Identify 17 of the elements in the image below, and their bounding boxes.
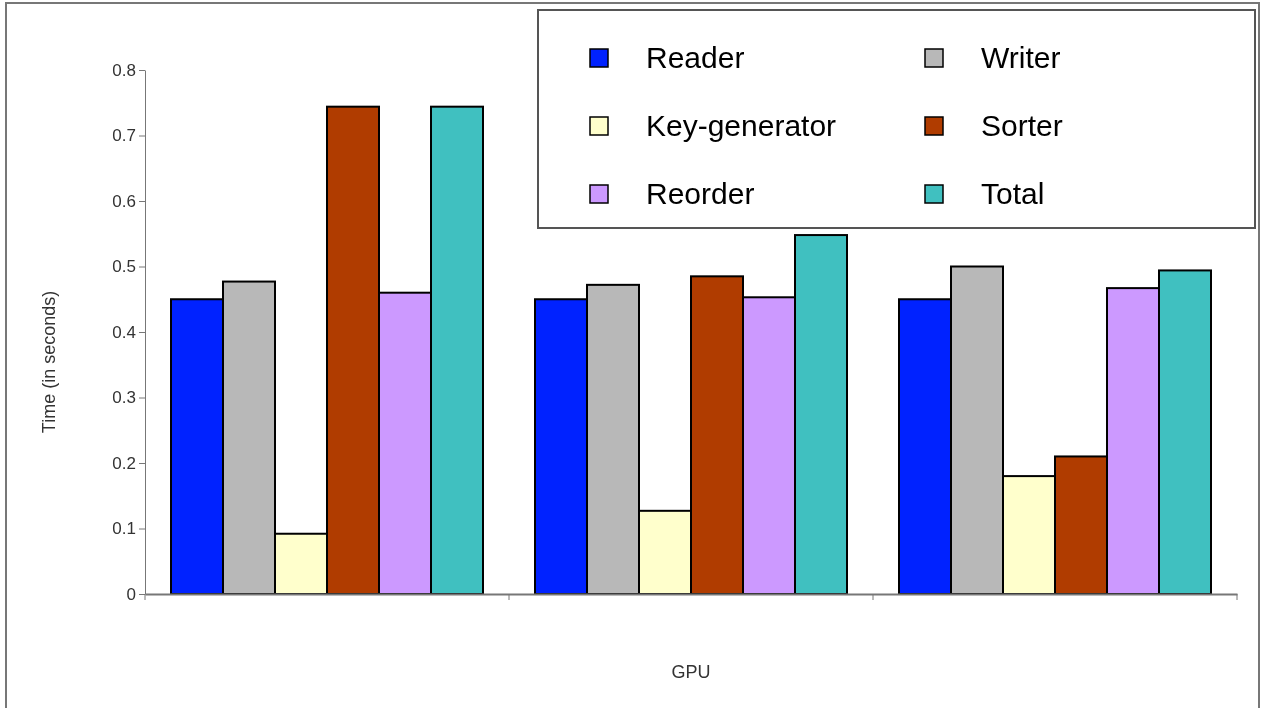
legend-label: Reorder (646, 177, 755, 210)
legend-label: Key-generator (646, 109, 837, 142)
y-tick-label: 0.1 (112, 519, 136, 539)
legend-label: Reader (646, 41, 745, 74)
legend-label: Writer (981, 41, 1061, 74)
legend-label: Total (981, 177, 1045, 210)
y-axis-title: Time (in seconds) (39, 290, 59, 434)
y-tick-label: 0.5 (112, 257, 136, 277)
y-tick-label: 0.4 (112, 322, 136, 342)
y-tick-label: 0 (126, 584, 136, 604)
y-tick-label: 0.6 (112, 191, 136, 211)
y-tick-label: 0.2 (112, 453, 136, 473)
y-tick-label: 0.8 (112, 60, 136, 80)
y-tick-label: 0.7 (112, 126, 136, 146)
legend-label: Sorter (981, 109, 1063, 142)
y-tick-label: 0.3 (112, 388, 136, 408)
x-axis-title: GPU (671, 662, 711, 682)
